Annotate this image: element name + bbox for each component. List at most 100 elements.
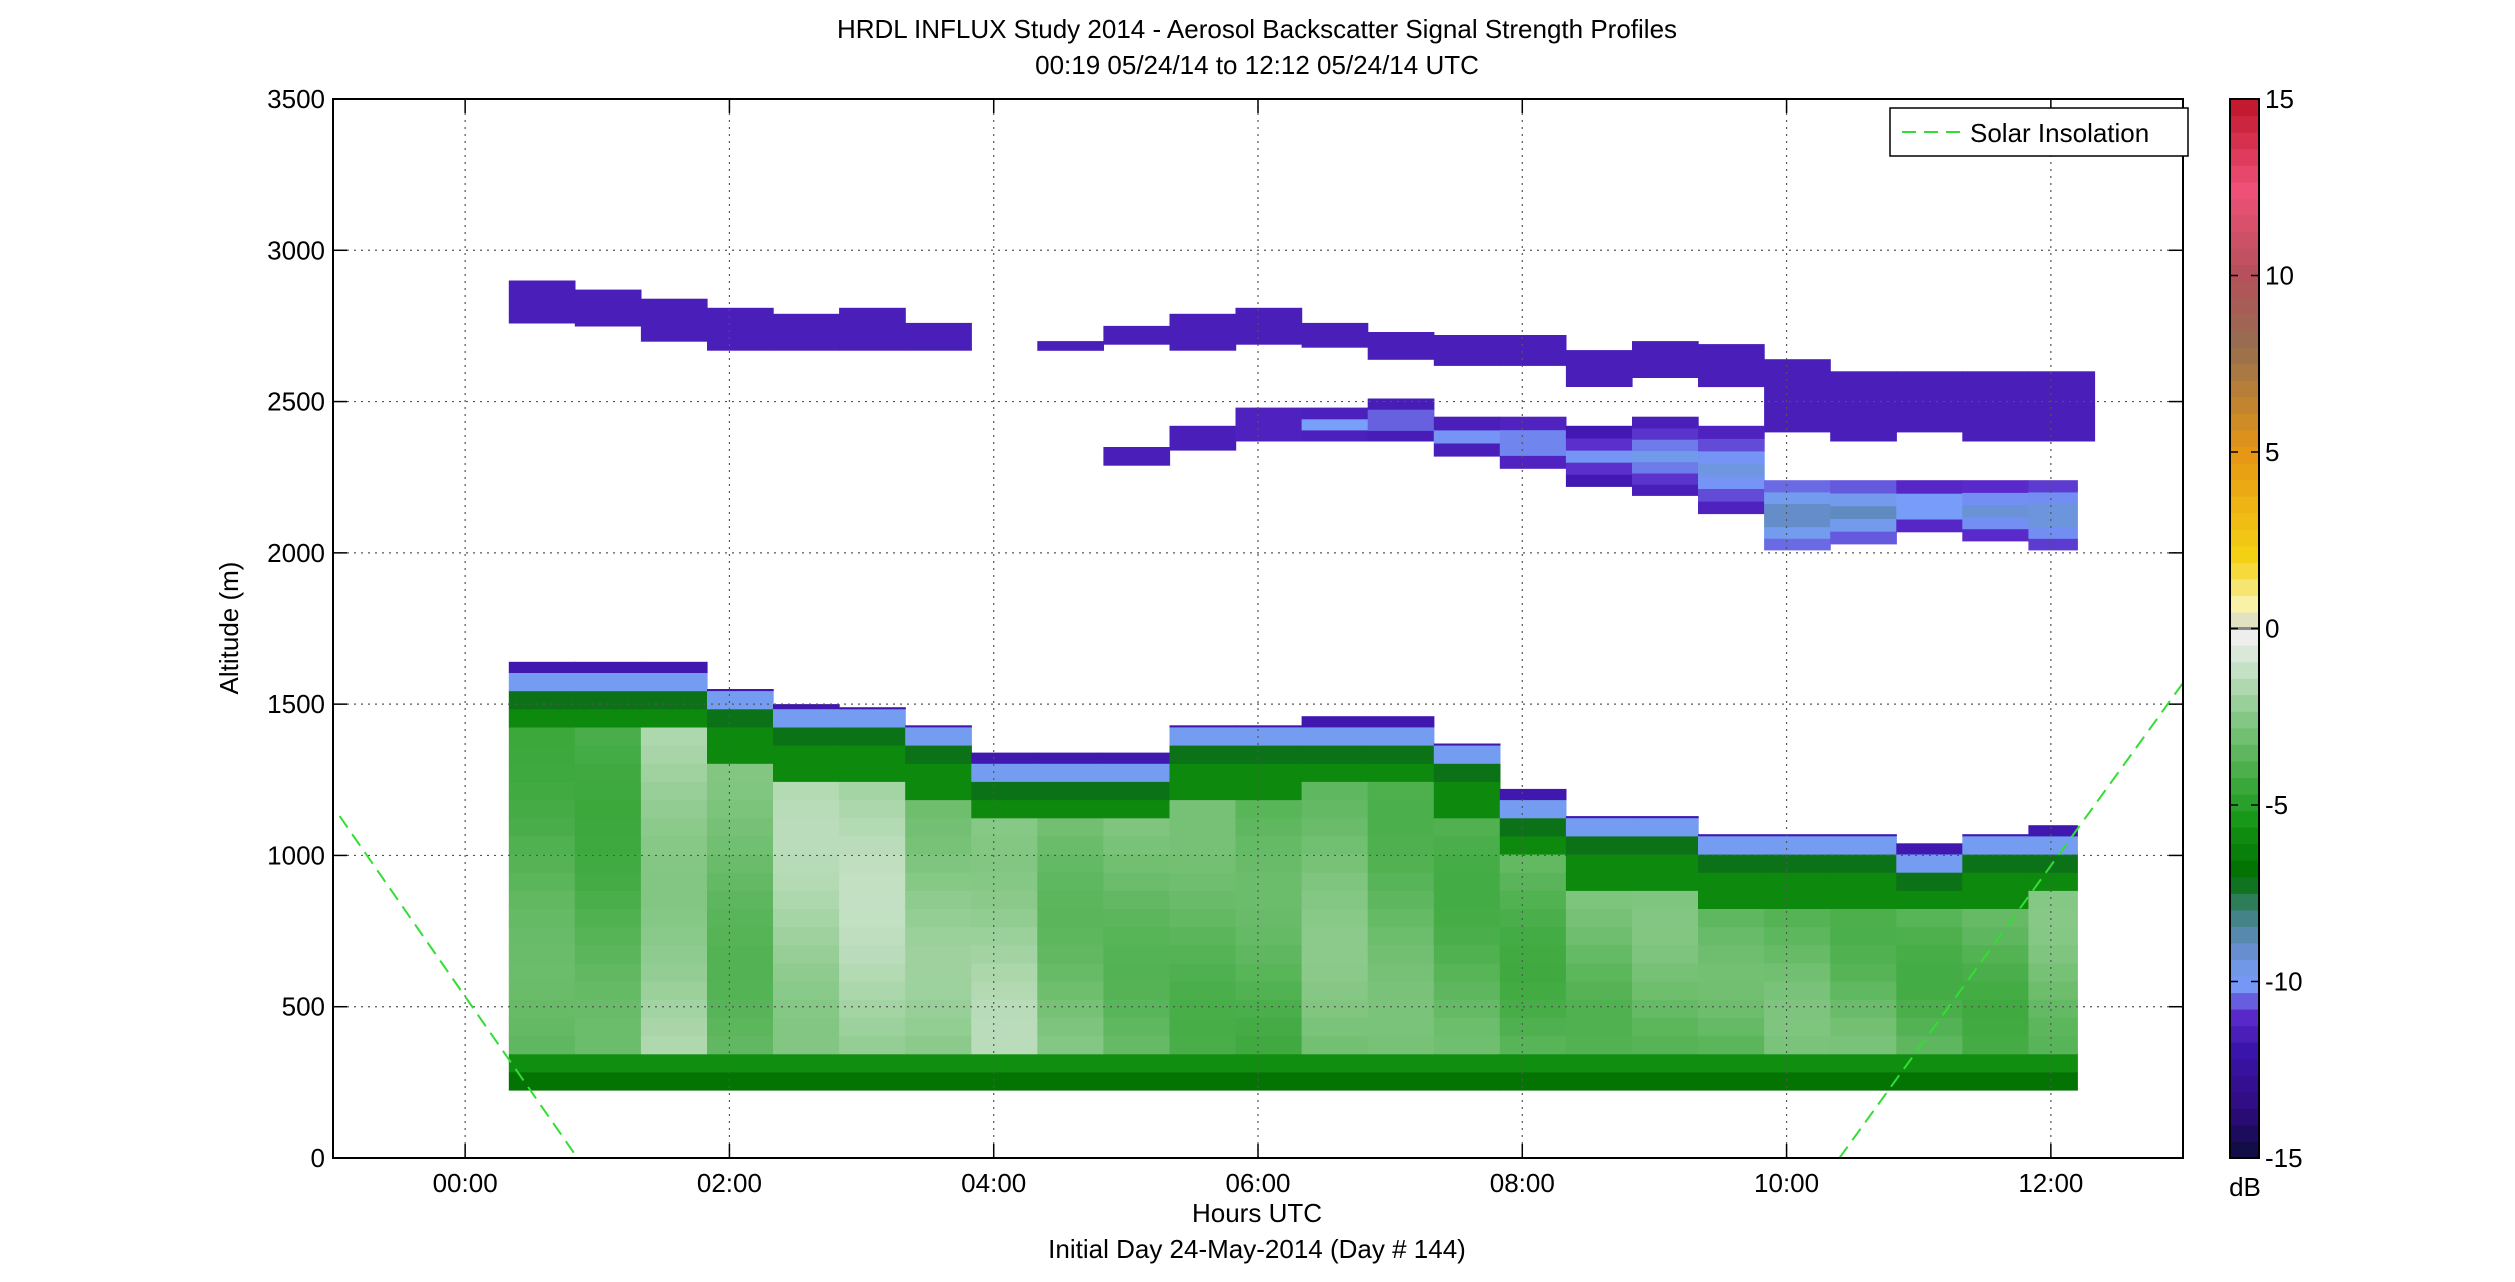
heatmap-cell [640,1035,708,1055]
heatmap-cell [640,944,708,964]
heatmap-cell [1169,981,1237,1000]
heatmap-cell [574,726,642,746]
aerosol-layer-cell [1896,371,1963,384]
aerosol-layer-cell [1499,416,1567,431]
aerosol-layer-cell [1565,362,1633,375]
heatmap-cell [773,1071,840,1091]
aerosol-layer-cell [1103,456,1171,466]
heatmap-cell [1037,962,1104,982]
colorbar-segment [2230,727,2259,745]
aerosol-layer-cell [1962,394,2029,407]
aerosol-layer-cell [1632,427,1699,440]
aerosol-layer-cell [1632,450,1699,463]
heatmap-cell [1037,835,1104,855]
heatmap-cell [1301,835,1369,855]
heatmap-cell [905,817,972,837]
colorbar-segment [2230,827,2259,845]
heatmap-cell [640,835,708,855]
heatmap-cell [1698,1035,1765,1055]
heatmap-cell [508,1035,576,1055]
aerosol-layer-cell [1433,335,1501,346]
aerosol-layer-cell [640,319,708,332]
heatmap-cell [1896,944,1963,964]
heatmap-cell [1037,817,1104,837]
heatmap-cell [1235,999,1303,1018]
heatmap-cell [1301,890,1369,909]
heatmap-cell [1433,781,1501,801]
heatmap-cell [508,1053,576,1073]
heatmap-cell [1565,817,1633,837]
colorbar-tick-label: 15 [2265,84,2294,114]
heatmap-cell [773,944,840,964]
heatmap-cell [971,872,1038,891]
heatmap-cell [1632,853,1699,873]
heatmap-cell [1499,1035,1567,1055]
solar-insolation-series [338,682,2183,1158]
y-tick-label: 2000 [267,538,325,568]
heatmap-cell [1499,1071,1567,1091]
y-tick-label: 0 [311,1143,325,1173]
aerosol-layer-cell [1565,374,1633,387]
aerosol-layer-cell [707,339,774,351]
heatmap-cell [1698,890,1765,909]
heatmap-cell [574,981,642,1000]
aerosol-layer-cell [574,313,642,327]
aerosol-layer-cell [707,329,774,341]
heatmap-cell [1565,1017,1633,1037]
aerosol-layer-cell [1301,418,1369,431]
heatmap-cell [971,817,1038,837]
heatmap-cell [1103,926,1171,946]
aerosol-layer-cell [2028,491,2078,504]
aerosol-layer-cell [1433,416,1501,431]
heatmap-cell [839,1053,906,1073]
aerosol-layer-cell [1896,518,1963,533]
heatmap-cell [905,999,972,1018]
aerosol-layer-cell [1565,474,1633,487]
heatmap-cell [1169,1071,1237,1091]
heatmap-cell [773,962,840,982]
aerosol-layer-cell [1103,447,1171,457]
heatmap-cell [508,763,576,782]
heatmap-cell [905,1053,972,1073]
heatmap-cell [1499,890,1567,909]
heatmap-cell [773,708,840,728]
colorbar-segment [2230,1124,2259,1142]
aerosol-layer-cell [1764,419,1831,433]
heatmap-cell [1169,745,1237,764]
colorbar-segment [2230,330,2259,348]
heatmap-cell [1433,999,1501,1018]
heatmap-cell [1433,743,1501,746]
heatmap-cell [1169,926,1237,946]
heatmap-cell [1433,981,1501,1000]
aerosol-layer-cell [1764,480,1831,493]
colorbar: -15 -10 -5 0 5 10 15 dB [2229,84,2303,1202]
aerosol-layer-cell [1830,382,1897,396]
heatmap-cell [1433,962,1501,982]
heatmap-cell [640,1071,708,1091]
heatmap-cell [640,745,708,764]
colorbar-segment [2230,612,2259,630]
aerosol-layer-cell [1103,335,1171,345]
heatmap-cell [1103,1035,1171,1055]
heatmap-cell [1301,908,1369,928]
heatmap-cell [839,853,906,873]
heatmap-cell [1830,908,1897,928]
heatmap-cell [1433,853,1501,873]
heatmap-cell [1169,726,1237,746]
heatmap-cell [1103,853,1171,873]
heatmap-cell [1565,890,1633,909]
heatmap-cell [1367,944,1435,964]
heatmap-cell [1169,853,1237,873]
heatmap-cell [640,726,708,746]
heatmap-cell [905,926,972,946]
y-axis-label: Altitude (m) [214,562,244,695]
aerosol-layer-cell [1830,480,1897,494]
colorbar-segment [2230,479,2259,497]
aerosol-layer-cell [1962,382,2029,396]
colorbar-segment [2230,1058,2259,1076]
colorbar-segment [2230,1108,2259,1126]
heatmap-cell [1235,962,1303,982]
heatmap-cell [1896,890,1963,909]
colorbar-tick-label: 5 [2265,437,2279,467]
aerosol-layer-cell [1698,450,1765,464]
